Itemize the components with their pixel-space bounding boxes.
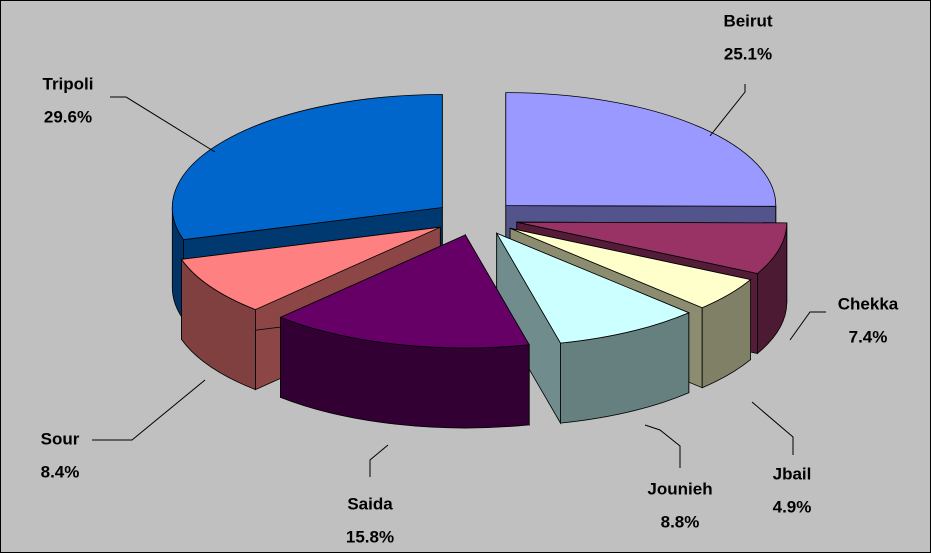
slice-top (279, 234, 530, 349)
slice-top (505, 92, 777, 207)
slice-value-label: 8.4% (41, 462, 80, 481)
slice-label: Beirut (723, 11, 772, 30)
leader-line (369, 444, 389, 477)
slice-label: Sour (41, 429, 80, 448)
slice-value-label: 25.1% (724, 44, 772, 63)
slice-label: Jbail (773, 464, 812, 483)
leader-line (789, 311, 826, 341)
slice-top (509, 227, 752, 309)
slice-top (180, 226, 441, 311)
slice-label: Saida (347, 494, 393, 513)
slice-top (171, 94, 443, 241)
slice (279, 233, 530, 429)
slice-label: Chekka (838, 294, 899, 313)
slice-value-label: 4.9% (773, 497, 812, 516)
slice-label: Tripoli (43, 74, 94, 93)
leader-line (709, 84, 746, 137)
leader-line (644, 424, 681, 468)
slice (495, 231, 690, 425)
slice-value-label: 15.8% (346, 527, 394, 546)
slice-label: Jounieh (647, 479, 712, 498)
slice-top (516, 221, 788, 274)
slice-value-label: 8.8% (661, 512, 700, 531)
slice-value-label: 29.6% (44, 107, 92, 126)
leader-line (110, 96, 216, 153)
leader-line (92, 379, 206, 441)
leader-line (751, 401, 794, 455)
slice-top (495, 232, 690, 344)
slice-value-label: 7.4% (849, 327, 888, 346)
